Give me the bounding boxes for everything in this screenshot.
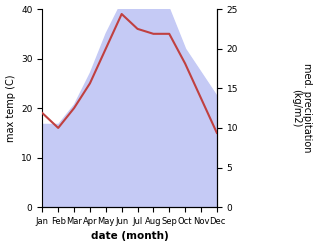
Y-axis label: med. precipitation
(kg/m2): med. precipitation (kg/m2)	[291, 63, 313, 153]
X-axis label: date (month): date (month)	[91, 231, 169, 242]
Y-axis label: max temp (C): max temp (C)	[5, 74, 16, 142]
